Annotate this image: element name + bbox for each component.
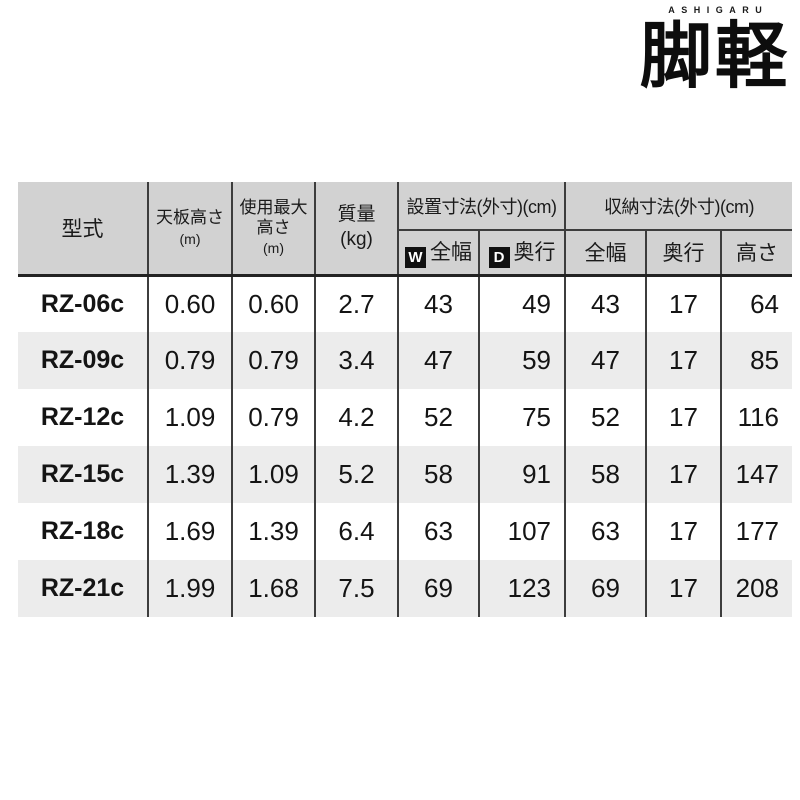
model-cell: RZ-12c [17, 389, 149, 446]
header-storage-group: 収納寸法(外寸)(cm) [564, 181, 794, 231]
mass-cell: 7.5 [314, 560, 399, 617]
header-max-height: 使用最大 高さ (m) [231, 181, 316, 276]
install-depth-cell: 107 [477, 503, 567, 560]
install-depth-cell: 91 [477, 446, 567, 503]
header-install-depth-label: 奥行 [513, 241, 556, 265]
install-depth-cell: 49 [477, 275, 567, 332]
header-top-height-unit: (m) [179, 230, 201, 247]
header-top-height-label: 天板高さ [156, 207, 224, 227]
max-height-cell: 1.09 [231, 446, 316, 503]
storage-height-cell: 177 [720, 503, 794, 560]
top-height-cell: 1.39 [147, 446, 233, 503]
max-height-cell: 1.39 [231, 503, 316, 560]
storage-width-cell: 47 [564, 332, 648, 389]
brand-name-kanji: 脚軽 [639, 13, 790, 98]
mass-cell: 4.2 [314, 389, 399, 446]
spec-table-body: RZ-06c 0.60 0.60 2.7 43 49 43 17 64 RZ-09c 0.79 0.7… [17, 275, 794, 617]
storage-width-cell: 63 [564, 503, 648, 560]
brand-name-latin: ASHIGARU [668, 5, 769, 15]
brand-kanji-text: 脚軽 [639, 13, 790, 98]
header-mass-unit: (kg) [340, 228, 373, 250]
model-cell: RZ-15c [17, 446, 149, 503]
storage-width-cell: 43 [564, 275, 648, 332]
brand-logo: ASHIGARU 脚軽 [640, 5, 790, 97]
table-row: RZ-15c 1.39 1.09 5.2 58 91 58 17 147 [17, 446, 794, 503]
top-height-cell: 0.60 [147, 275, 233, 332]
install-width-cell: 69 [397, 560, 480, 617]
storage-height-cell: 147 [720, 446, 794, 503]
header-model: 型式 [17, 181, 149, 276]
storage-depth-cell: 17 [645, 275, 723, 332]
mass-cell: 2.7 [314, 275, 399, 332]
header-max-height-label1: 使用最大 [239, 197, 308, 217]
header-mass: 質量 (kg) [314, 181, 399, 276]
mass-cell: 3.4 [314, 332, 399, 389]
table-row: RZ-09c 0.79 0.79 3.4 47 59 47 17 85 [17, 332, 794, 389]
max-height-cell: 1.68 [231, 560, 316, 617]
header-sub-row: W 全幅 D 奥行 全幅 奥行 高さ [18, 229, 794, 276]
header-top-height: 天板高さ (m) [147, 181, 233, 276]
install-width-cell: 47 [397, 332, 480, 389]
install-depth-cell: 123 [477, 560, 567, 617]
storage-depth-cell: 17 [645, 560, 723, 617]
table-row: RZ-21c 1.99 1.68 7.5 69 123 69 17 208 [17, 560, 794, 617]
install-depth-cell: 75 [477, 389, 567, 446]
header-install-depth: D 奥行 [477, 229, 567, 276]
storage-depth-cell: 17 [645, 389, 723, 446]
header-max-height-label2: 高さ [256, 217, 291, 237]
storage-height-cell: 116 [720, 389, 794, 446]
top-height-cell: 1.69 [147, 503, 233, 560]
storage-width-cell: 58 [564, 446, 648, 503]
spec-table: 型式 天板高さ (m) 使用最大 高さ (m) 質量 (kg) 設置寸法(外寸)… [17, 181, 794, 617]
d-badge: D [488, 247, 510, 269]
table-row: RZ-18c 1.69 1.39 6.4 63 107 63 17 177 [17, 503, 794, 560]
install-width-cell: 52 [397, 389, 480, 446]
install-depth-cell: 59 [477, 332, 567, 389]
top-height-cell: 0.79 [147, 332, 233, 389]
header-install-width: W 全幅 [397, 229, 480, 276]
mass-cell: 6.4 [314, 503, 399, 560]
storage-depth-cell: 17 [645, 446, 723, 503]
table-row: RZ-12c 1.09 0.79 4.2 52 75 52 17 116 [17, 389, 794, 446]
storage-height-cell: 85 [720, 332, 794, 389]
storage-depth-cell: 17 [645, 503, 723, 560]
storage-width-cell: 69 [564, 560, 648, 617]
header-install-group: 設置寸法(外寸)(cm) [396, 181, 567, 231]
header-install-width-label: 全幅 [430, 241, 472, 265]
w-badge: W [405, 247, 426, 269]
model-cell: RZ-09c [17, 332, 149, 389]
storage-height-cell: 64 [720, 275, 794, 332]
top-height-cell: 1.09 [147, 389, 233, 446]
header-max-height-unit: (m) [263, 239, 284, 256]
install-width-cell: 63 [397, 503, 480, 560]
table-row: RZ-06c 0.60 0.60 2.7 43 49 43 17 64 [17, 275, 794, 332]
max-height-cell: 0.79 [231, 389, 316, 446]
max-height-cell: 0.79 [231, 332, 316, 389]
model-cell: RZ-18c [17, 503, 149, 560]
header-storage-width: 全幅 [564, 229, 648, 276]
storage-depth-cell: 17 [645, 332, 723, 389]
header-storage-depth: 奥行 [645, 229, 723, 276]
mass-cell: 5.2 [314, 446, 399, 503]
max-height-cell: 0.60 [231, 275, 316, 332]
storage-height-cell: 208 [720, 560, 794, 617]
install-width-cell: 58 [397, 446, 480, 503]
top-height-cell: 1.99 [147, 560, 233, 617]
model-cell: RZ-21c [17, 560, 149, 617]
install-width-cell: 43 [397, 275, 480, 332]
model-cell: RZ-06c [17, 275, 149, 332]
storage-width-cell: 52 [564, 389, 648, 446]
header-storage-height: 高さ [720, 229, 794, 276]
header-group-row: 型式 天板高さ (m) 使用最大 高さ (m) 質量 (kg) 設置寸法(外寸)… [17, 181, 794, 276]
header-mass-label: 質量 [337, 204, 376, 226]
